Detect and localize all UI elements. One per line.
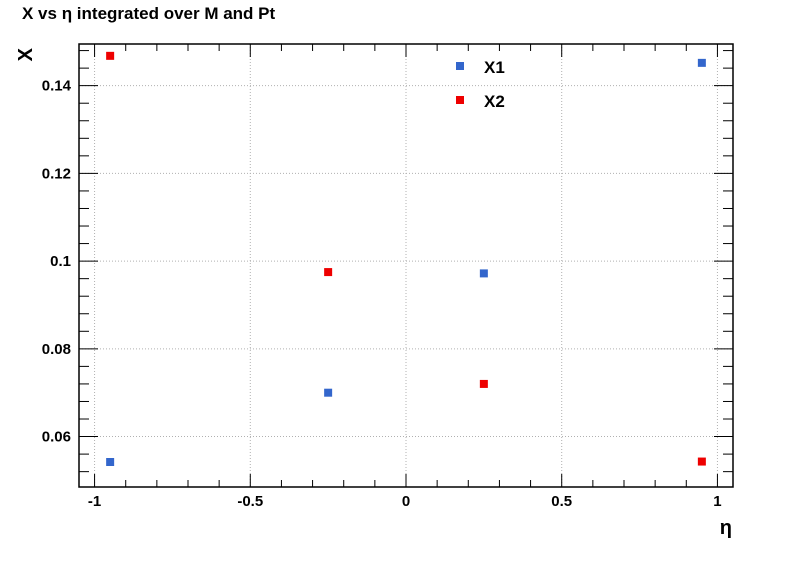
data-point-x1 <box>324 388 333 397</box>
legend-label-x1: X1 <box>484 58 505 77</box>
legend: X1 X2 <box>456 58 505 111</box>
data-points <box>106 51 706 466</box>
axis-ticks <box>79 44 733 487</box>
data-point-x1 <box>106 457 115 466</box>
y-tick-label: 0.14 <box>42 78 72 95</box>
y-tick-label: 0.08 <box>42 341 71 358</box>
x-axis-title: η <box>720 517 732 539</box>
legend-label-x2: X2 <box>484 92 505 111</box>
data-point-x2 <box>106 51 115 60</box>
legend-marker-x2 <box>456 96 464 104</box>
data-point-x1 <box>479 269 488 278</box>
y-axis-title: X <box>15 47 37 61</box>
x-tick-label: -0.5 <box>237 493 263 510</box>
data-point-x1 <box>697 58 706 67</box>
grid-lines <box>79 44 733 487</box>
legend-marker-x1 <box>456 62 464 70</box>
x-tick-label: 0.5 <box>551 493 572 510</box>
y-tick-label: 0.1 <box>50 253 71 270</box>
data-point-x2 <box>697 457 706 466</box>
data-point-x2 <box>324 268 333 277</box>
tick-labels: -1 -0.5 0 0.5 1 0.06 0.08 0.1 0.12 0.14 <box>42 78 722 510</box>
x-tick-label: 1 <box>713 493 721 510</box>
x-tick-label: -1 <box>88 493 101 510</box>
y-tick-label: 0.06 <box>42 429 71 446</box>
data-point-x2 <box>479 379 488 388</box>
y-tick-label: 0.12 <box>42 165 71 182</box>
chart-title: X vs η integrated over M and Pt <box>22 4 276 23</box>
x-tick-label: 0 <box>402 493 410 510</box>
